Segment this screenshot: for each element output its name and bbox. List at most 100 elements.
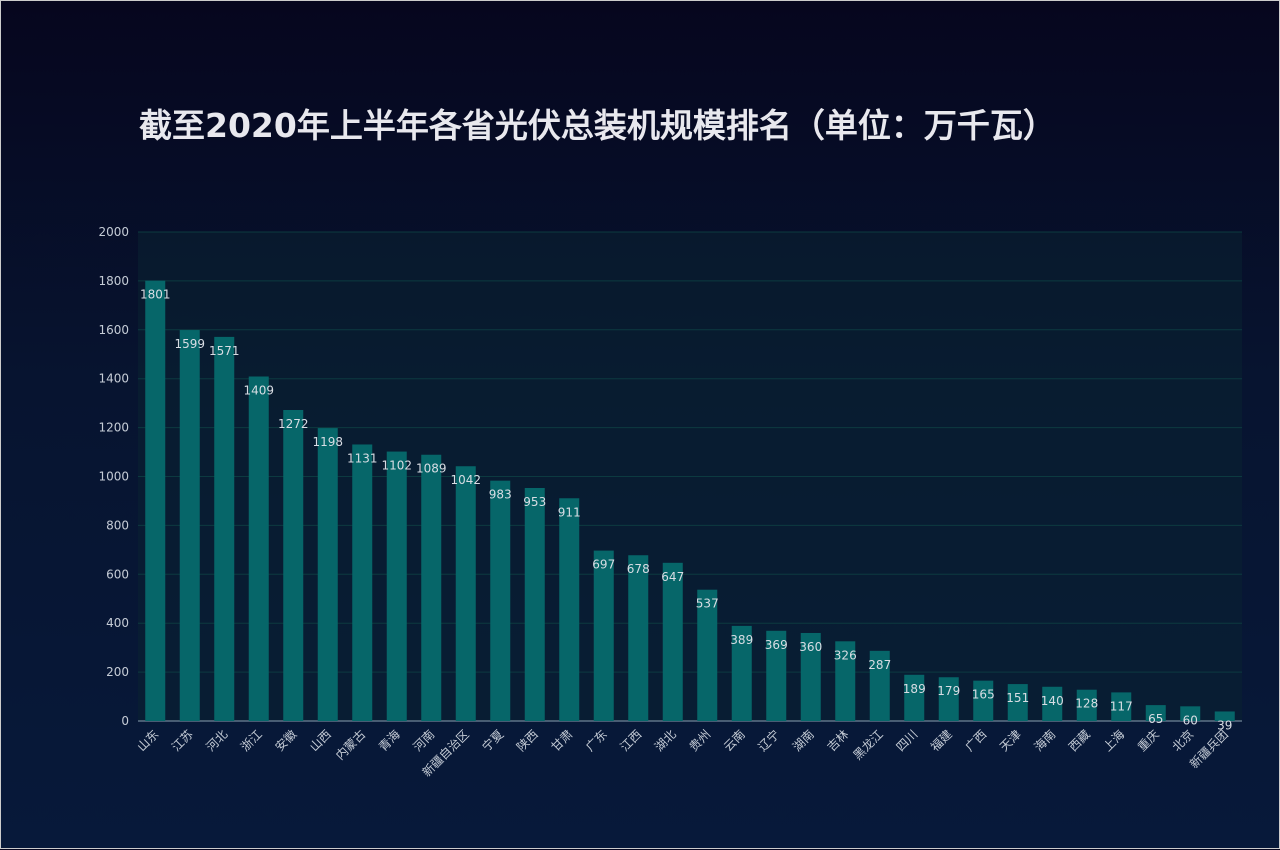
data-label: 179 — [937, 684, 960, 698]
data-label: 1102 — [381, 459, 412, 473]
data-label: 1131 — [347, 451, 378, 465]
data-label: 537 — [696, 597, 719, 611]
x-tick-label: 青海 — [375, 727, 403, 755]
x-tick-label: 吉林 — [824, 727, 851, 754]
data-label: 287 — [868, 658, 891, 672]
y-tick-label: 2000 — [98, 225, 129, 239]
data-label: 647 — [661, 570, 684, 584]
y-tick-label: 600 — [106, 567, 129, 581]
x-tick-label: 北京 — [1169, 727, 1196, 754]
y-tick-label: 1000 — [98, 470, 129, 484]
bar — [490, 480, 511, 721]
bar — [352, 444, 373, 721]
data-label: 165 — [972, 688, 995, 702]
x-tick-label: 上海 — [1100, 727, 1128, 755]
x-tick-label: 河南 — [410, 727, 438, 755]
y-tick-label: 1400 — [98, 372, 129, 386]
data-label: 953 — [523, 495, 546, 509]
bar — [766, 630, 787, 721]
x-tick-label: 河北 — [203, 727, 230, 754]
x-tick-label: 安徽 — [272, 727, 300, 755]
bar — [973, 680, 994, 721]
bar — [1214, 711, 1235, 721]
y-tick-label: 400 — [106, 616, 129, 630]
data-label: 983 — [489, 488, 512, 502]
data-label: 39 — [1217, 718, 1232, 732]
x-tick-label: 海南 — [1031, 727, 1059, 755]
bar — [869, 650, 890, 721]
bar — [628, 555, 649, 721]
data-label: 1272 — [278, 417, 309, 431]
x-tick-label: 浙江 — [238, 727, 265, 754]
x-tick-label: 宁夏 — [479, 727, 507, 755]
data-label: 1042 — [450, 473, 481, 487]
bar — [317, 428, 338, 721]
bar — [1145, 705, 1166, 721]
bar — [455, 466, 476, 721]
x-tick-label: 贵州 — [686, 727, 713, 754]
bar — [938, 677, 959, 721]
data-label: 1571 — [209, 344, 240, 358]
data-label: 60 — [1183, 713, 1198, 727]
data-label: 360 — [799, 640, 822, 654]
x-tick-label: 甘肃 — [548, 727, 575, 754]
x-tick-label: 内蒙古 — [332, 727, 368, 763]
data-label: 189 — [903, 682, 926, 696]
x-tick-label: 山西 — [307, 727, 334, 754]
bar — [1007, 684, 1028, 721]
bar — [1042, 686, 1063, 721]
x-tick-label: 陕西 — [513, 727, 541, 755]
x-tick-label: 山东 — [134, 727, 161, 754]
bar — [1180, 706, 1201, 721]
x-tick-label: 广东 — [583, 727, 610, 754]
data-label: 369 — [765, 638, 788, 652]
x-tick-label: 辽宁 — [755, 727, 783, 755]
data-label: 140 — [1041, 694, 1064, 708]
bar — [179, 330, 200, 721]
bar — [248, 376, 269, 721]
x-tick-label: 新疆兵团 — [1186, 727, 1231, 772]
bar — [283, 409, 304, 721]
x-tick-label: 四川 — [893, 727, 920, 754]
data-label: 1801 — [140, 288, 171, 302]
bar — [524, 487, 545, 721]
data-label: 678 — [627, 562, 650, 576]
data-label: 1409 — [243, 383, 274, 397]
y-tick-label: 200 — [106, 665, 129, 679]
data-label: 151 — [1006, 691, 1029, 705]
data-label: 128 — [1075, 697, 1098, 711]
x-tick-label: 云南 — [720, 727, 748, 755]
bar — [800, 632, 821, 721]
data-label: 326 — [834, 648, 857, 662]
bar — [1076, 689, 1097, 721]
x-tick-label: 天津 — [997, 727, 1024, 754]
bar — [697, 589, 718, 721]
data-label: 65 — [1148, 712, 1163, 726]
x-tick-label: 重庆 — [1135, 727, 1162, 754]
x-tick-label: 黑龙江 — [851, 727, 886, 762]
data-label: 911 — [558, 505, 581, 519]
bar — [731, 625, 752, 721]
x-tick-label: 广西 — [962, 727, 989, 754]
data-label: 117 — [1110, 699, 1133, 713]
bar — [904, 674, 925, 721]
x-tick-label: 西藏 — [1066, 727, 1093, 754]
x-tick-label: 江苏 — [169, 727, 196, 754]
y-tick-label: 0 — [121, 714, 129, 728]
bar — [662, 562, 683, 721]
x-tick-label: 江西 — [617, 727, 644, 754]
data-label: 1599 — [174, 337, 205, 351]
y-tick-label: 1800 — [98, 274, 129, 288]
bar — [1111, 692, 1132, 721]
bar — [593, 550, 614, 721]
bar — [145, 280, 166, 721]
data-label: 697 — [592, 558, 615, 572]
x-tick-label: 湖北 — [651, 727, 679, 755]
bar — [835, 641, 856, 721]
data-label: 1198 — [312, 435, 343, 449]
y-tick-label: 800 — [106, 518, 129, 532]
bar — [386, 451, 407, 721]
x-tick-label: 福建 — [927, 727, 955, 755]
chart-title: 截至2020年上半年各省光伏总装机规模排名（单位：万千瓦） — [139, 106, 1056, 145]
